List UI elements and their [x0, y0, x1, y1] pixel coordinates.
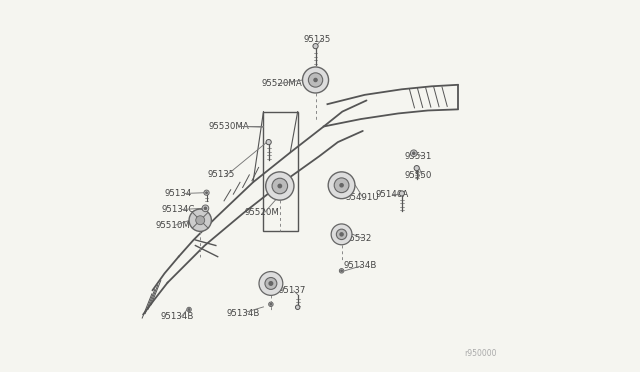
Text: 95134B: 95134B	[161, 312, 194, 321]
Circle shape	[196, 216, 205, 225]
Circle shape	[413, 152, 415, 154]
Circle shape	[204, 207, 207, 209]
Circle shape	[414, 166, 419, 171]
Text: 95135: 95135	[207, 170, 235, 179]
Circle shape	[272, 178, 287, 194]
Circle shape	[189, 209, 211, 231]
Text: 55491U: 55491U	[346, 193, 379, 202]
Bar	[264, 112, 298, 231]
Circle shape	[313, 44, 318, 49]
Circle shape	[337, 229, 347, 240]
Circle shape	[269, 302, 273, 307]
Text: 95140A: 95140A	[375, 190, 408, 199]
Circle shape	[265, 278, 277, 289]
Text: 95137: 95137	[278, 286, 306, 295]
Circle shape	[266, 140, 271, 145]
Circle shape	[328, 172, 355, 199]
Circle shape	[204, 190, 209, 195]
Text: 95510M: 95510M	[156, 221, 191, 230]
Text: 95532: 95532	[344, 234, 372, 243]
Text: 95520M: 95520M	[245, 208, 280, 217]
Text: 95135: 95135	[303, 35, 331, 44]
Circle shape	[334, 178, 349, 193]
Circle shape	[278, 184, 282, 188]
Circle shape	[341, 270, 342, 272]
Circle shape	[308, 73, 323, 87]
Text: 95520MA: 95520MA	[261, 79, 302, 88]
Circle shape	[270, 304, 271, 305]
Circle shape	[331, 224, 352, 245]
Circle shape	[187, 307, 191, 312]
Text: 95134B: 95134B	[227, 309, 260, 318]
Circle shape	[266, 172, 294, 200]
Circle shape	[188, 309, 190, 310]
Circle shape	[303, 67, 328, 93]
Circle shape	[314, 78, 317, 81]
Circle shape	[269, 282, 273, 285]
Text: 95134: 95134	[164, 189, 192, 198]
Circle shape	[202, 205, 209, 212]
Circle shape	[296, 305, 300, 310]
Circle shape	[340, 184, 343, 187]
Circle shape	[340, 233, 343, 236]
Text: 95134C: 95134C	[162, 205, 195, 214]
Text: 95531: 95531	[405, 152, 432, 161]
Circle shape	[259, 272, 283, 295]
Text: r950000: r950000	[464, 349, 497, 358]
Circle shape	[339, 269, 344, 273]
Circle shape	[410, 150, 417, 157]
Text: 95134B: 95134B	[343, 262, 376, 270]
Circle shape	[206, 192, 207, 193]
Text: 95550: 95550	[405, 171, 432, 180]
Circle shape	[399, 191, 404, 196]
Text: 95530MA: 95530MA	[209, 122, 249, 131]
